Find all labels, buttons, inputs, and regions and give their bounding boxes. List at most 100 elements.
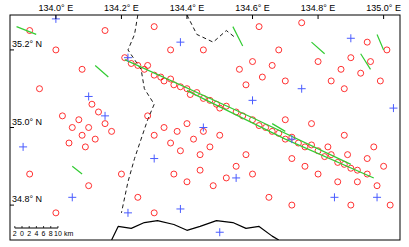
earthquake [168,47,174,53]
earthquake [377,78,383,84]
earthquake [197,152,203,158]
earthquake [348,55,354,61]
x-tick-label: 134.4° E [170,3,205,13]
earthquake [341,132,347,138]
earthquake [151,24,157,30]
x-tick [121,15,122,19]
earthquake [381,163,387,169]
earthquake [371,144,377,150]
earthquake [89,101,95,107]
earthquake [345,152,351,158]
earthquake [341,86,347,92]
map: 134.0° E134.2° E134.4° E134.6° E134.8° E… [0,0,409,247]
y-tick-label: 35.0° N [12,117,42,127]
scale-label: 2 [13,230,17,237]
earthquake [236,66,242,72]
earthquake [243,152,249,158]
earthquake [309,121,315,127]
scale-tick [29,226,30,228]
earthquake [250,59,256,65]
earthquake [118,171,124,177]
earthquake [36,86,42,92]
scale-tick [36,226,37,228]
earthquake [66,140,72,146]
earthquake [53,47,59,53]
station [52,15,60,23]
y-tick [10,49,14,50]
earthquake [299,20,305,26]
x-tick-label: 135.0° E [366,3,401,13]
map-layers [17,15,398,240]
earthquake [256,24,262,30]
earthquake [302,163,308,169]
earthquake [233,163,239,169]
fault-line [17,27,384,178]
scale-label: 8 [49,230,53,237]
earthquake [223,175,229,181]
earthquake [364,156,370,162]
station [150,155,158,163]
x-tick [55,15,56,19]
scale-unit: km [64,230,74,237]
earthquake [151,132,157,138]
earthquake [184,179,190,185]
earthquake [200,47,206,53]
earthquake [168,140,174,146]
scale-tick [22,226,23,228]
station [199,124,207,132]
earthquake [282,117,288,123]
earthquake [95,109,101,115]
earthquake [368,59,374,65]
y-tick [10,205,14,206]
station [216,228,224,236]
earthquake [276,47,282,53]
y-tick-label: 35.2° N [12,39,42,49]
scale-label: 2 [27,230,31,237]
y-tick-label: 34.8° N [12,194,42,204]
earthquake [102,121,108,127]
earthquake [79,132,85,138]
scale-label: 6 [42,230,46,237]
x-tick-label: 134.2° E [104,3,139,13]
earthquake [207,144,213,150]
earthquake [86,183,92,189]
station [347,34,355,42]
earthquake [171,171,177,177]
earthquake [191,136,197,142]
coastline [112,221,279,240]
background [0,0,409,247]
earthquake [315,171,321,177]
earthquake [82,144,88,150]
label-backdrop [11,39,48,49]
station [389,104,397,112]
earthquake [135,194,141,200]
earthquake [282,78,288,84]
earthquake [109,128,115,134]
earthquake [69,125,75,131]
station [19,143,27,151]
x-tick [383,15,384,19]
earthquake [184,121,190,127]
station [288,135,296,143]
x-tick-label: 134.0° E [39,3,74,13]
earthquake [59,113,65,119]
earthquake [335,179,341,185]
earthquake [174,128,180,134]
earthquake [266,194,272,200]
earthquake [79,66,85,72]
earthquake [151,210,157,216]
earthquake [197,167,203,173]
station [124,209,132,217]
station [124,54,132,62]
earthquake [325,144,331,150]
earthquake [145,62,151,68]
scale-label: 4 [34,230,38,237]
earthquake [102,28,108,34]
earthquake [374,183,380,189]
earthquake [328,78,334,84]
station [232,174,240,182]
earthquake [27,171,33,177]
earthquake [269,62,275,68]
earthquake [259,74,265,80]
earthquake [338,66,344,72]
